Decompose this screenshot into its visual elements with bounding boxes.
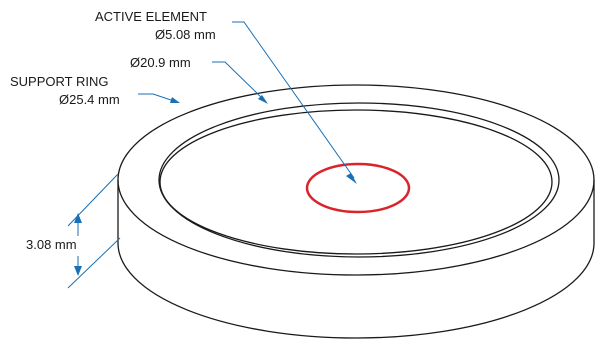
active-element-diameter: Ø5.08 mm (155, 27, 216, 42)
inner-diameter-label: Ø20.9 mm (130, 55, 191, 70)
active-element (305, 162, 411, 214)
support-ring-title: SUPPORT RING (10, 74, 108, 89)
support-ring-diameter: Ø25.4 mm (59, 92, 120, 107)
thickness-label: 3.08 mm (26, 237, 77, 252)
ring-body (117, 84, 595, 339)
inner-rim-inner (159, 109, 553, 255)
inner-rim-outer (158, 102, 560, 258)
inner-diameter-leader (212, 61, 268, 104)
outer-top-edge (117, 84, 595, 276)
support-ring-leader (138, 93, 180, 103)
active-element-title: ACTIVE ELEMENT (95, 9, 207, 24)
active-element-leader (232, 21, 357, 184)
thickness-dimension (67, 173, 121, 289)
outer-bottom-edge (117, 242, 595, 339)
